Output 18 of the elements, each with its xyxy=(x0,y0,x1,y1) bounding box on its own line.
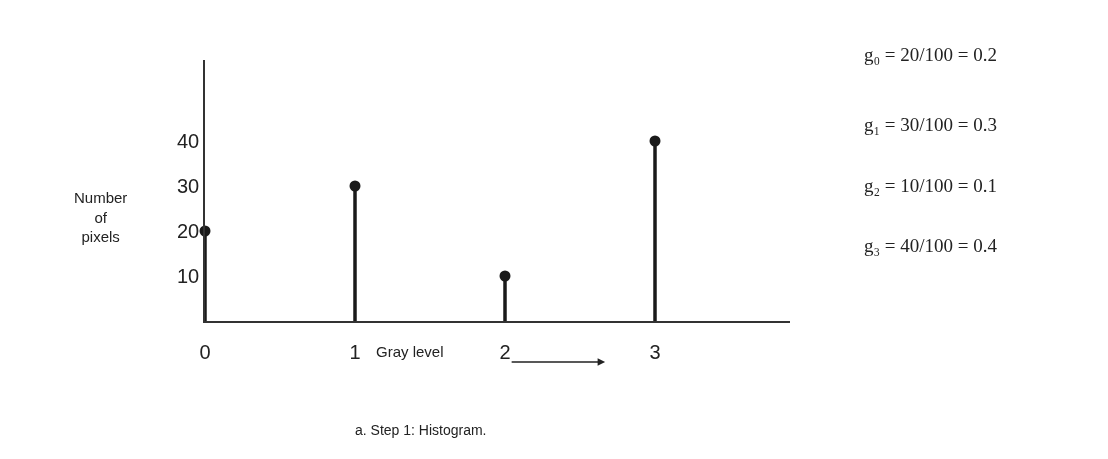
text: g₂ = 10/100 = 0.1 xyxy=(864,175,998,196)
point xyxy=(649,135,661,147)
x-tick-label: 2 xyxy=(499,340,511,363)
x-tick-label: 0 xyxy=(199,340,211,363)
y-tick-label: 10 xyxy=(177,265,200,287)
y-tick-label: 40 xyxy=(177,130,200,152)
y-axis-title: Number of pixels xyxy=(74,189,128,245)
x-axis-title: Gray level xyxy=(376,343,444,360)
y-tick-label: 20 xyxy=(177,220,200,242)
y-tick-label: 30 xyxy=(177,175,200,197)
text: g₁ = 30/100 = 0.3 xyxy=(864,114,998,135)
point xyxy=(499,270,511,282)
point xyxy=(349,180,361,192)
text: a. Step 1: Histogram. xyxy=(355,422,487,438)
text: g₃ = 40/100 = 0.4 xyxy=(864,235,998,256)
x-tick-label: 3 xyxy=(649,340,661,363)
text: g₀ = 20/100 = 0.2 xyxy=(864,44,998,65)
x-tick-label: 1 xyxy=(349,340,361,363)
